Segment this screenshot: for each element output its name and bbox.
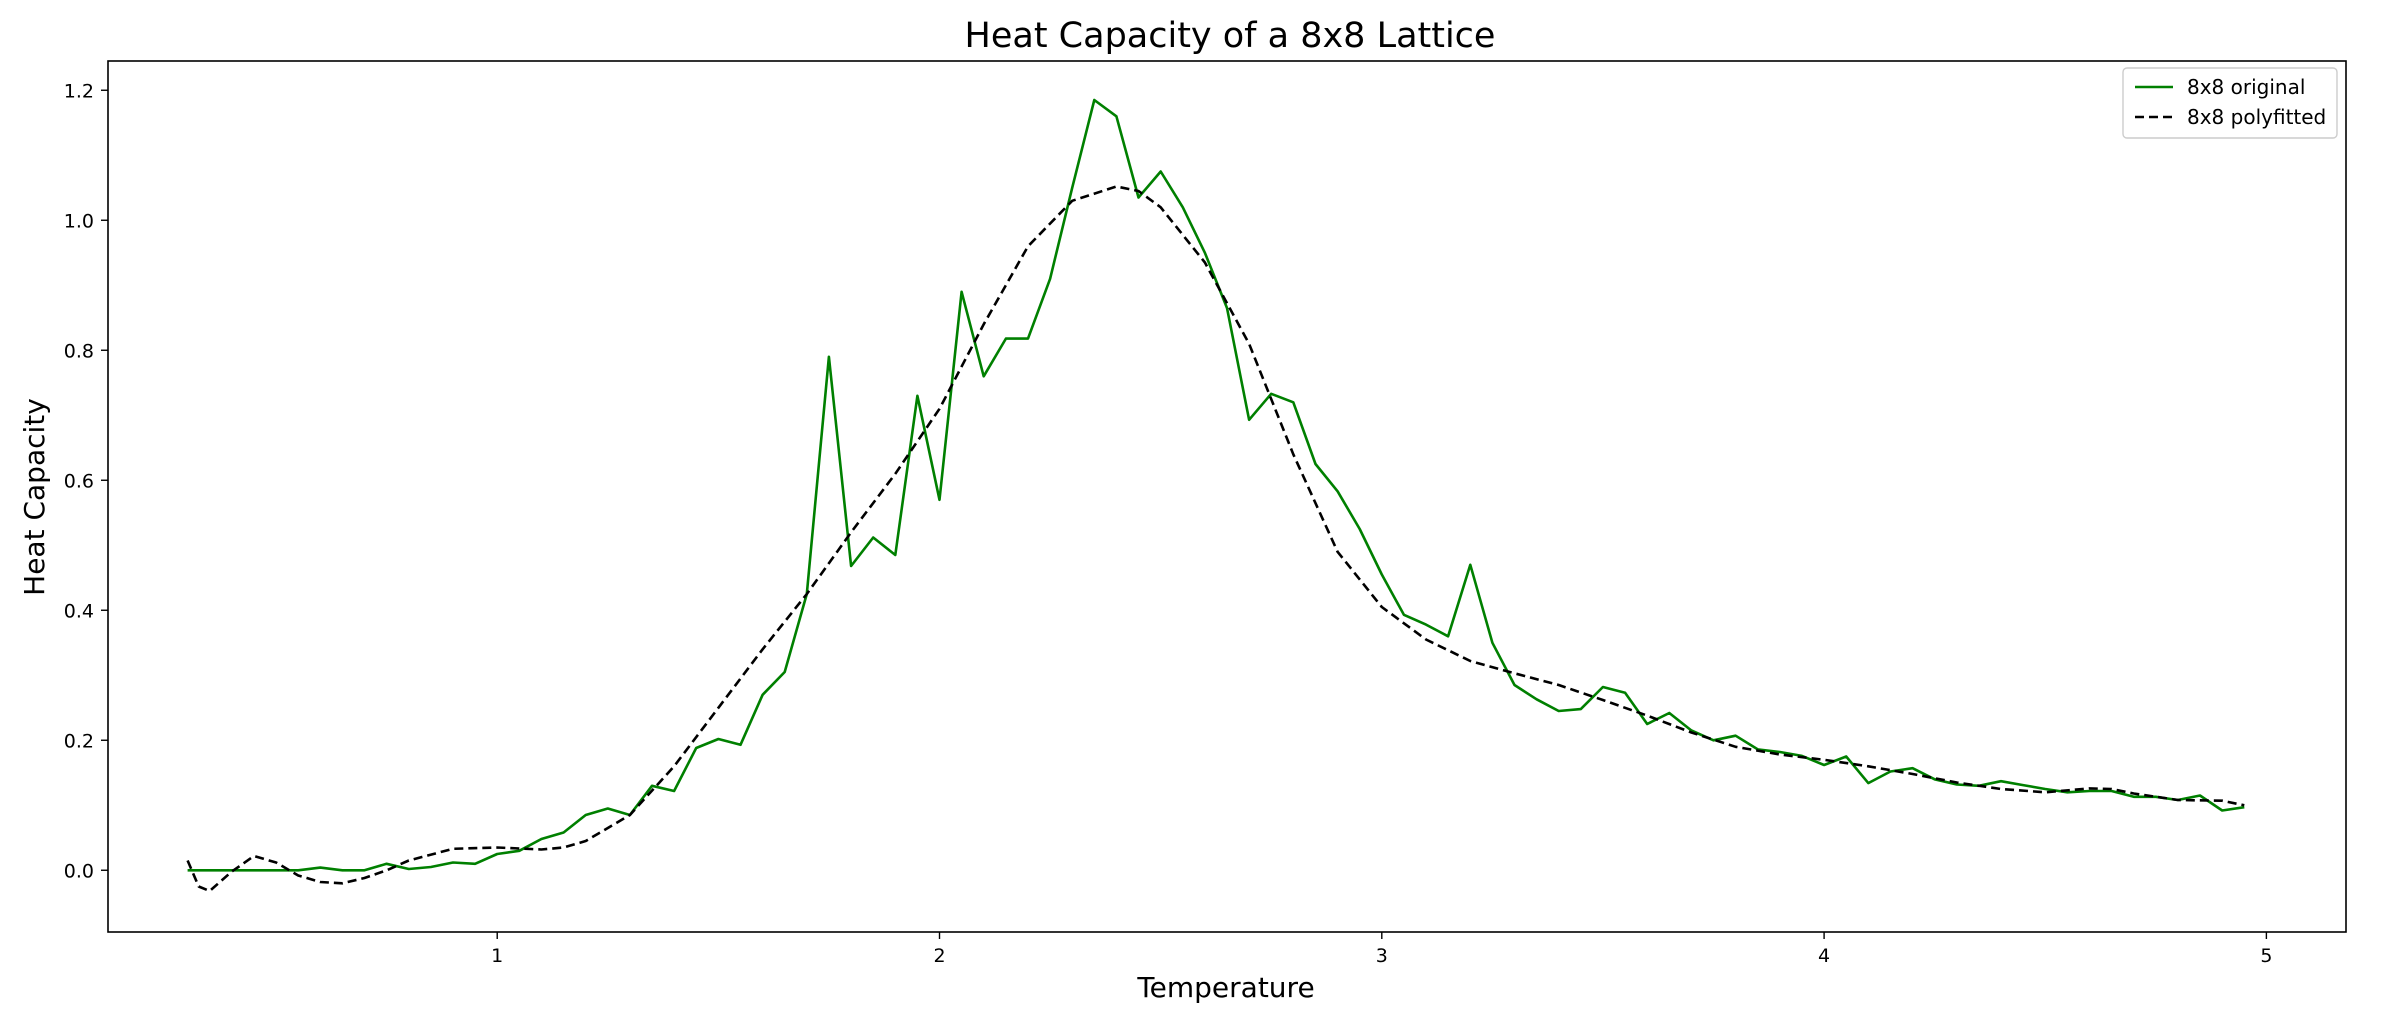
y-tick-label: 0.8: [64, 340, 94, 362]
x-tick-label: 5: [2260, 945, 2272, 967]
legend-label: 8x8 original: [2187, 75, 2305, 99]
x-tick-label: 3: [1376, 945, 1388, 967]
x-axis-label: Temperature: [1136, 971, 1314, 1004]
legend-box: [2122, 67, 2338, 139]
x-tick-label: 4: [1818, 945, 1830, 967]
y-tick-label: 0.4: [64, 600, 94, 622]
y-tick-label: 1.0: [64, 210, 94, 232]
x-tick-label: 2: [933, 945, 945, 967]
y-tick-label: 0.0: [64, 860, 94, 882]
y-axis-label: Heat Capacity: [18, 398, 51, 596]
y-tick-label: 1.2: [64, 80, 94, 102]
y-tick-label: 0.2: [64, 730, 94, 752]
series-line-original: [187, 98, 2245, 872]
series-line-polyfitted: [186, 185, 2245, 893]
y-tick-label: 0.6: [64, 470, 94, 492]
chart-title: Heat Capacity of a 8x8 Lattice: [965, 16, 1496, 56]
plot-area-frame: [107, 60, 2347, 933]
legend: 8x8 original 8x8 polyfitted: [2122, 67, 2338, 139]
legend-label: 8x8 polyfitted: [2187, 105, 2326, 129]
x-tick-label: 1: [491, 945, 503, 967]
